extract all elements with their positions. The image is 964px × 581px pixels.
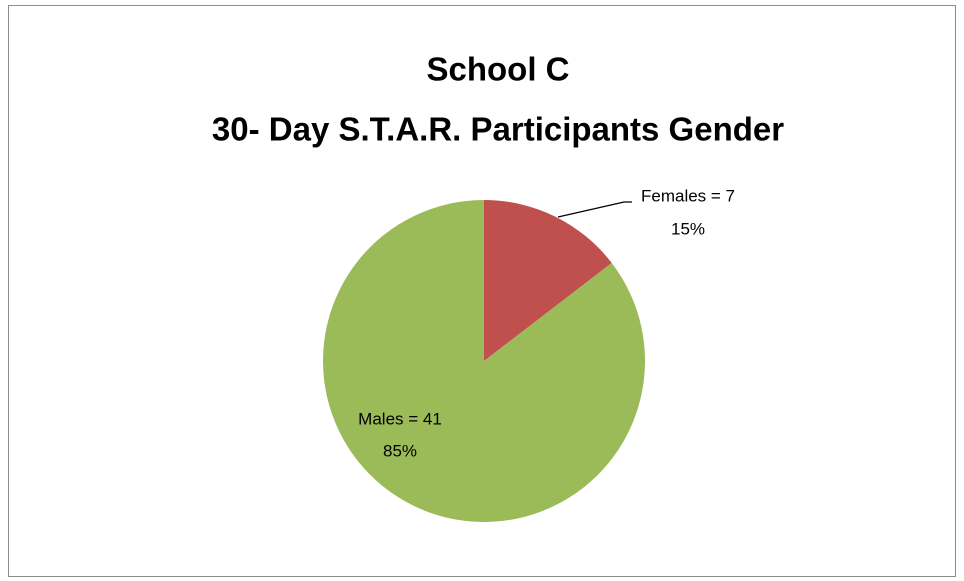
chart-title: School C	[426, 51, 569, 88]
data-label: Females = 7	[641, 186, 735, 205]
leader-line	[557, 201, 632, 218]
pie-slice	[484, 200, 612, 361]
percent-label: 85%	[383, 441, 417, 460]
data-label: Males = 41	[358, 409, 442, 428]
pie-slice	[323, 200, 645, 522]
chart-subtitle: 30- Day S.T.A.R. Participants Gender	[212, 111, 784, 148]
percent-label: 15%	[671, 219, 705, 238]
